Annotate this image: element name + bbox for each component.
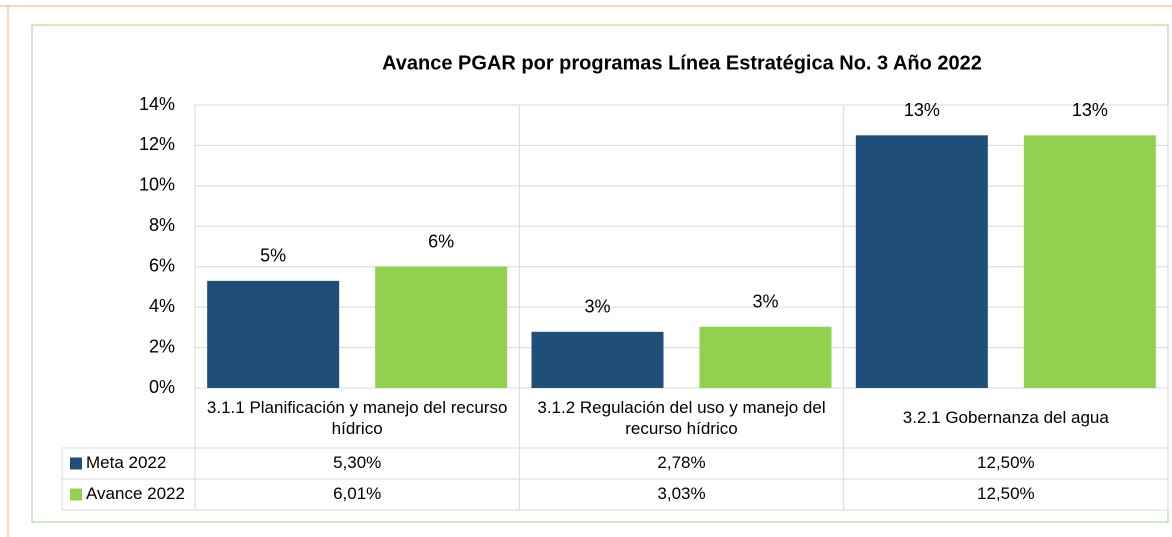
x-tick-label: 3.2.1 Gobernanza del agua <box>902 408 1109 428</box>
bar <box>1023 135 1156 388</box>
data-label: 3% <box>752 292 778 312</box>
x-tick-label: 3.1.1 Planificación y manejo del recurso… <box>206 397 508 438</box>
chart-title: Avance PGAR por programas Línea Estratég… <box>382 52 982 74</box>
y-tick-label: 0% <box>149 377 175 397</box>
y-tick-label: 8% <box>149 215 175 235</box>
table-cell: 3,03% <box>657 484 705 503</box>
data-label: 3% <box>584 297 610 317</box>
y-tick-label: 12% <box>139 134 175 154</box>
y-tick-label: 2% <box>149 336 175 356</box>
chart-border <box>31 24 1169 523</box>
table-cell: 12,50% <box>977 453 1035 472</box>
x-tick-label-box: 3.1.1 Planificación y manejo del recurso… <box>206 397 508 438</box>
bar <box>699 326 832 388</box>
bar <box>855 135 988 388</box>
data-label: 5% <box>260 246 286 266</box>
table-cell: 5,30% <box>333 453 381 472</box>
legend-swatch <box>70 457 82 470</box>
legend-swatch <box>70 488 82 501</box>
bar <box>207 280 340 388</box>
y-tick-label: 4% <box>149 296 175 316</box>
legend-label: Meta 2022 <box>86 453 166 472</box>
data-label: 13% <box>1072 100 1108 120</box>
y-tick-label: 14% <box>139 94 175 114</box>
x-tick-label: 3.1.2 Regulación del uso y manejo del re… <box>537 397 826 438</box>
data-label: 6% <box>428 231 454 251</box>
table-cell: 2,78% <box>657 453 705 472</box>
y-tick-label: 6% <box>149 255 175 275</box>
legend-label: Avance 2022 <box>86 484 185 503</box>
y-tick-label: 10% <box>139 175 175 195</box>
x-tick-label-box: 3.1.2 Regulación del uso y manejo del re… <box>537 397 826 438</box>
x-tick-label-box: 3.2.1 Gobernanza del agua <box>902 408 1109 428</box>
data-label: 13% <box>904 100 940 120</box>
bar <box>531 331 664 388</box>
bar <box>375 266 508 388</box>
table-cell: 6,01% <box>333 484 381 503</box>
table-cell: 12,50% <box>977 484 1035 503</box>
